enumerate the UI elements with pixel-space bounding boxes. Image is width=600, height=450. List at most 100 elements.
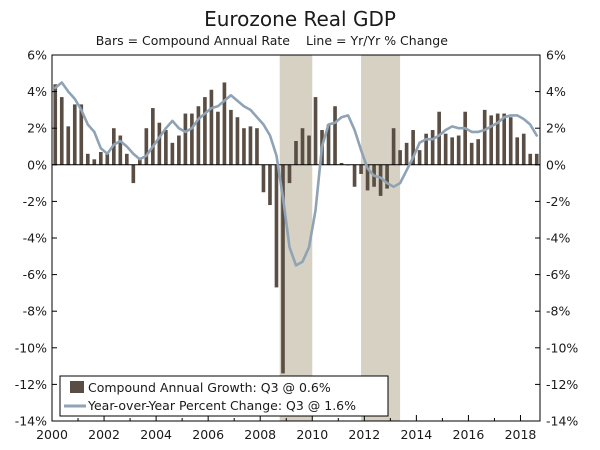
bar [443,133,448,165]
x-tick-label: 2010 [296,427,328,442]
bar [404,142,409,165]
y-tick-label-right: 4% [546,84,566,99]
y-tick-label-left: -4% [23,231,47,246]
bar [79,104,84,165]
y-tick-label-right: 6% [546,48,566,63]
bar [281,164,285,374]
line-series [53,81,539,267]
y-tick-label-left: 0% [27,157,47,172]
yoy-line [53,81,539,267]
bar [502,113,507,165]
bar [268,164,272,206]
bar [489,115,494,165]
recession-shading [279,55,401,421]
bar [326,124,331,165]
bar [534,153,539,165]
x-tick-label: 2008 [244,427,276,442]
bar [261,164,266,193]
bar [157,122,162,165]
y-tick-label-left: -2% [23,194,47,209]
bar [92,159,97,165]
y-tick-label-right: -4% [546,231,570,246]
bar [229,109,233,165]
bar [248,126,253,165]
chart-title: Eurozone Real GDP [204,7,396,31]
bar [307,135,311,165]
chart-subtitle-left: Bars = Compound Annual Rate [96,33,291,48]
legend-bar-swatch [70,381,84,393]
bar [287,164,292,184]
legend-bar-label: Compound Annual Growth: Q3 @ 0.6% [88,380,331,395]
bar [450,137,454,165]
bar [118,135,123,165]
y-tick-label-left: -14% [15,414,47,429]
bar [98,151,103,165]
y-tick-label-right: -10% [546,340,578,355]
bar [216,111,220,165]
bar [170,142,175,165]
bar [203,97,207,165]
bar [411,130,415,165]
x-tick-label: 2018 [505,427,537,442]
bar [476,139,481,165]
bar [53,84,58,165]
bar [183,113,188,165]
y-tick-label-right: -12% [546,377,578,392]
bar [495,113,500,165]
bar [105,153,110,165]
y-tick-label-left: -6% [23,267,47,282]
bar [209,89,214,165]
x-tick-label: 2016 [453,427,485,442]
bar [222,82,227,165]
y-tick-label-right: -14% [546,414,578,429]
bar [242,128,246,165]
bar [456,135,461,165]
x-tick-label: 2004 [140,427,172,442]
bar [59,97,64,165]
bar [177,135,181,165]
bar [359,164,363,174]
bar [196,106,201,165]
bar [138,157,142,165]
y-tick-label-right: 0% [546,157,566,172]
y-tick-label-left: -12% [15,377,47,392]
bar [274,164,279,288]
bar [235,117,240,165]
bar [144,128,149,165]
bar [528,153,533,165]
bar [417,150,422,165]
x-tick-label: 2000 [36,427,68,442]
bar [391,128,396,165]
bar-series [53,82,539,374]
bar [424,133,428,165]
y-tick-label-left: -10% [15,340,47,355]
bar [151,108,155,165]
bar [398,150,402,165]
bar [437,111,441,165]
bar [365,164,370,191]
recession-band [279,55,313,421]
bar [352,164,357,187]
y-tick-label-right: 2% [546,121,566,136]
x-tick-label: 2006 [192,427,224,442]
bar [463,111,467,165]
bar [255,128,259,165]
bar [190,113,194,165]
bar [378,164,383,196]
y-tick-label-left: 6% [27,48,47,63]
bar [72,104,77,165]
y-tick-label-left: -8% [23,304,47,319]
y-tick-label-right: -8% [546,304,570,319]
chart-subtitle-right: Line = Yr/Yr % Change [306,33,448,48]
bar [521,133,526,165]
bar [125,153,129,165]
x-tick-label: 2002 [88,427,120,442]
bar [339,162,344,165]
bar [131,164,136,184]
bar [333,106,337,165]
bar [164,130,168,165]
bar [85,153,90,165]
x-tick-label: 2012 [348,427,380,442]
bar [482,109,487,165]
